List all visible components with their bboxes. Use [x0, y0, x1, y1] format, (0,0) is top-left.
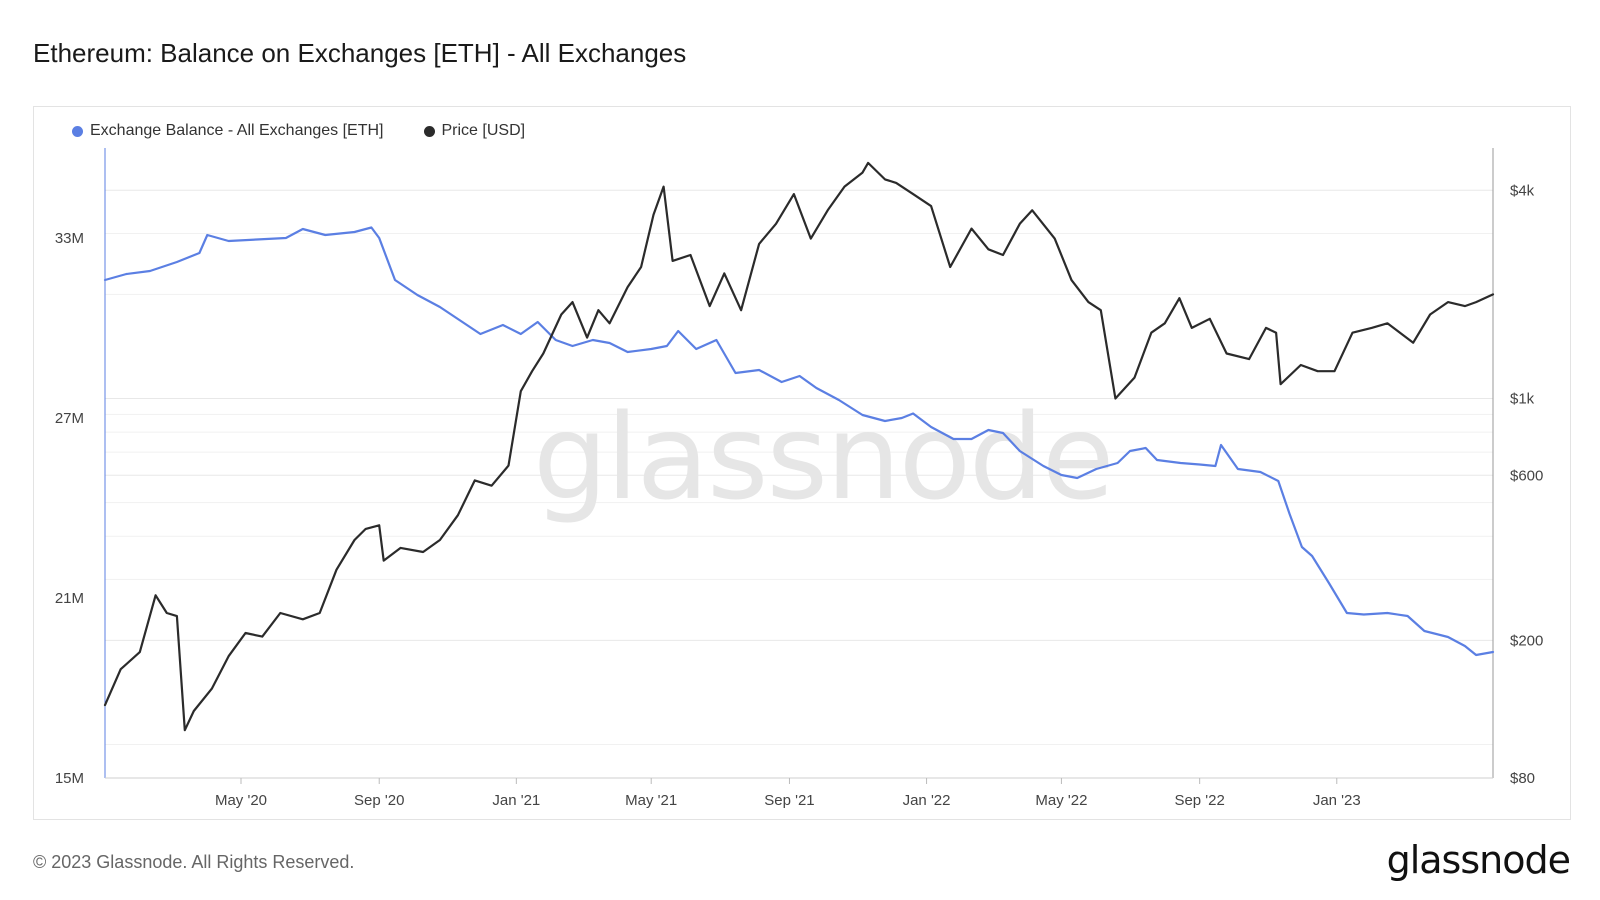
y-right-tick-label: $1k	[1510, 391, 1535, 408]
x-tick-label: Sep '20	[354, 792, 404, 809]
watermark-text: glassnode	[533, 388, 1112, 526]
x-tick-label: May '20	[215, 792, 267, 809]
y-right-tick-label: $200	[1510, 632, 1543, 649]
axis-layer	[104, 148, 1494, 779]
y-right-tick-label: $80	[1510, 770, 1535, 787]
legend-label-price: Price [USD]	[441, 122, 526, 139]
legend-dot-price	[423, 125, 435, 137]
legend-item-exchange-balance[interactable]: Exchange Balance - All Exchanges [ETH]	[72, 122, 384, 140]
x-tick-label: May '22	[1035, 792, 1087, 809]
chart-panel	[33, 106, 1571, 820]
page-title: Ethereum: Balance on Exchanges [ETH] - A…	[33, 38, 687, 68]
series-line-exchange-balance[interactable]	[103, 226, 1495, 657]
y-left-tick-label: 21M	[55, 590, 84, 607]
y-left-tick-label: 15M	[55, 770, 84, 787]
x-tick-label: May '21	[625, 792, 677, 809]
legend-dot-exchange-balance	[72, 125, 83, 137]
series-layer	[103, 161, 1495, 732]
series-line-price[interactable]	[103, 161, 1495, 732]
tick-layer: May '20 Sep '20 Jan '21 May '21 Sep '21 Jan '…	[55, 182, 1544, 809]
y-left-tick-label: 27M	[55, 410, 84, 427]
x-tick-label: Jan '23	[1313, 792, 1361, 809]
glassnode-logo[interactable]: glassnode	[1386, 838, 1571, 882]
legend-item-price[interactable]: Price [USD]	[423, 122, 526, 140]
chart-legend: Exchange Balance - All Exchanges [ETH] P…	[72, 122, 525, 140]
y-right-tick-label: $600	[1510, 467, 1543, 484]
x-tick-label: Jan '22	[903, 792, 951, 809]
y-right-tick-label: $4k	[1510, 182, 1535, 199]
legend-label-exchange-balance: Exchange Balance - All Exchanges [ETH]	[90, 122, 384, 139]
x-tick-label: Sep '21	[764, 792, 814, 809]
copyright-text: © 2023 Glassnode. All Rights Reserved.	[33, 852, 355, 872]
x-tick-label: Sep '22	[1174, 792, 1224, 809]
y-left-tick-label: 33M	[55, 230, 84, 247]
x-tick-label: Jan '21	[492, 792, 540, 809]
